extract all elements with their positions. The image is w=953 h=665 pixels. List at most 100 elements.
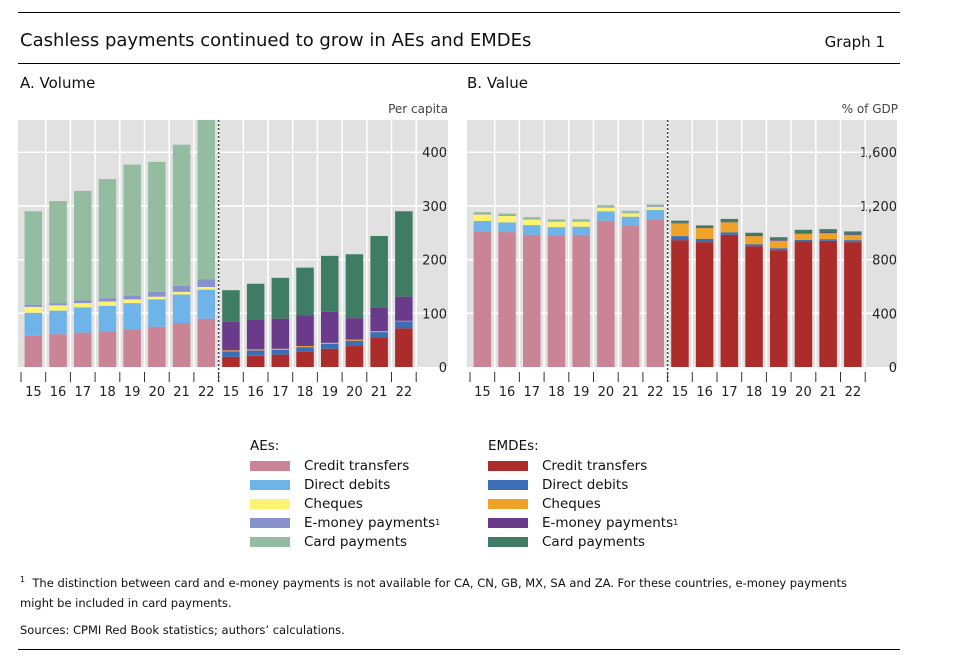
bar-segment-emdes-direct-debits-20 [794, 239, 813, 242]
bar-segment-emdes-e-money-payments-22 [844, 234, 862, 236]
x-tick-label: 20 [346, 385, 363, 400]
y-tick-label: 0 [439, 361, 447, 376]
bar-segment-emdes-e-money-payments-17 [271, 318, 290, 349]
bar-segment-aes-cheques-16 [498, 215, 516, 223]
bar-segment-emdes-direct-debits-21 [819, 239, 837, 241]
bar-segment-emdes-card-payments-18 [745, 232, 763, 236]
bar-segment-aes-cheques-19 [572, 221, 590, 227]
bar-segment-aes-card-payments-16 [49, 201, 67, 304]
x-tick-label: 22 [845, 385, 862, 400]
bar-segment-emdes-direct-debits-16 [695, 238, 714, 243]
legend-swatch [488, 517, 528, 528]
footnote-line2: might be included in card payments. [20, 595, 232, 610]
bar-segment-emdes-card-payments-17 [271, 277, 290, 319]
legend-swatch [488, 479, 528, 490]
bar-segment-emdes-card-payments-15 [222, 290, 240, 322]
bar-segment-aes-cheques-15 [24, 306, 43, 313]
graph-title: Cashless payments continued to grow in A… [20, 30, 532, 51]
bar-segment-aes-credit-transfers-20 [597, 220, 615, 367]
bar-segment-aes-e-money-payments-18 [547, 221, 566, 222]
panel-b-unit: % of GDP [841, 102, 898, 116]
bar-segment-aes-e-money-payments-16 [498, 215, 516, 216]
x-tick-label: 15 [223, 385, 240, 400]
bar-segment-aes-cheques-20 [148, 296, 166, 300]
bar-segment-emdes-cheques-15 [671, 223, 689, 237]
bar-segment-aes-credit-transfers-18 [547, 235, 566, 367]
bar-segment-emdes-cheques-17 [720, 222, 739, 233]
legend-swatch [488, 536, 528, 547]
bar-segment-emdes-e-money-payments-20 [345, 318, 364, 340]
bar-segment-aes-cheques-18 [547, 221, 566, 228]
bar-segment-emdes-credit-transfers-16 [695, 242, 714, 367]
bar-segment-aes-card-payments-17 [523, 217, 541, 219]
x-tick-label: 17 [74, 385, 91, 400]
y-tick-label: 0 [889, 361, 897, 376]
bar-segment-aes-credit-transfers-15 [473, 231, 492, 367]
legend-swatch [250, 517, 290, 528]
legend-label: Cheques [542, 495, 601, 512]
bar-segment-emdes-direct-debits-20 [345, 340, 364, 347]
bar-segment-emdes-card-payments-17 [720, 218, 739, 222]
bar-segment-emdes-credit-transfers-19 [321, 348, 339, 367]
bar-segment-emdes-direct-debits-16 [246, 350, 265, 356]
bar-segment-emdes-credit-transfers-15 [671, 240, 689, 367]
x-tick-label: 17 [523, 385, 540, 400]
bar-segment-emdes-card-payments-22 [395, 211, 413, 297]
bar-segment-emdes-card-payments-20 [345, 254, 364, 319]
bar-segment-emdes-cheques-18 [296, 346, 314, 348]
bar-segment-emdes-e-money-payments-16 [246, 319, 265, 350]
top-rule [18, 12, 900, 13]
bar-segment-aes-direct-debits-18 [98, 305, 117, 332]
bar-segment-aes-cheques-22 [197, 286, 215, 290]
legend-item: Credit transfers [488, 456, 678, 475]
legend-item: E-money payments 1 [488, 513, 678, 532]
bar-segment-emdes-card-payments-16 [246, 283, 265, 320]
bar-segment-emdes-cheques-19 [770, 240, 788, 249]
bar-segment-emdes-card-payments-22 [844, 231, 862, 235]
bar-segment-aes-cheques-21 [621, 213, 640, 217]
bar-segment-emdes-e-money-payments-21 [370, 307, 388, 332]
legend-label: Cheques [304, 495, 363, 512]
bar-segment-aes-credit-transfers-22 [197, 318, 215, 367]
bar-segment-aes-card-payments-15 [24, 211, 43, 305]
legend-label: Credit transfers [542, 457, 648, 474]
bar-segment-emdes-cheques-18 [745, 236, 763, 245]
bar-segment-aes-card-payments-22 [646, 204, 664, 207]
bar-segment-aes-credit-transfers-20 [148, 326, 166, 367]
bar-segment-emdes-card-payments-18 [296, 267, 314, 316]
x-tick-label: 18 [297, 385, 314, 400]
legend-swatch [250, 498, 290, 509]
bar-segment-emdes-e-money-payments-18 [296, 315, 314, 347]
x-tick-label: 19 [573, 385, 590, 400]
bar-segment-aes-credit-transfers-19 [123, 329, 141, 367]
legend-item: Direct debits [250, 475, 440, 494]
legend-item: Direct debits [488, 475, 678, 494]
bar-segment-aes-direct-debits-20 [148, 299, 166, 327]
bar-segment-emdes-e-money-payments-19 [770, 240, 788, 241]
bar-segment-aes-direct-debits-18 [547, 227, 566, 236]
bar-segment-aes-card-payments-21 [621, 210, 640, 213]
bar-segment-emdes-direct-debits-21 [370, 332, 388, 339]
x-tick-label: 21 [820, 385, 837, 400]
x-tick-label: 15 [672, 385, 689, 400]
bar-segment-emdes-card-payments-21 [370, 235, 388, 308]
x-tick-label: 19 [124, 385, 141, 400]
legend-emdes: EMDEs: Credit transfers Direct debits Cheq… [488, 438, 678, 551]
y-tick-label: 400 [872, 307, 897, 322]
bar-segment-emdes-cheques-21 [370, 331, 388, 333]
x-tick-label: 21 [622, 385, 639, 400]
bar-segment-aes-cheques-22 [646, 206, 664, 210]
bar-segment-aes-credit-transfers-15 [24, 335, 43, 367]
bar-segment-emdes-e-money-payments-20 [794, 233, 813, 234]
bar-segment-aes-card-payments-16 [498, 213, 516, 216]
bar-segment-emdes-e-money-payments-16 [695, 227, 714, 229]
x-tick-label: 16 [499, 385, 516, 400]
bar-segment-aes-e-money-payments-18 [98, 298, 117, 302]
legend-swatch [250, 460, 290, 471]
y-tick-label: 1,200 [860, 200, 897, 215]
bar-segment-emdes-credit-transfers-21 [370, 338, 388, 367]
bar-segment-aes-cheques-16 [49, 305, 67, 311]
x-tick-label: 22 [396, 385, 413, 400]
bar-segment-aes-cheques-19 [123, 299, 141, 304]
title-rule [18, 63, 900, 64]
